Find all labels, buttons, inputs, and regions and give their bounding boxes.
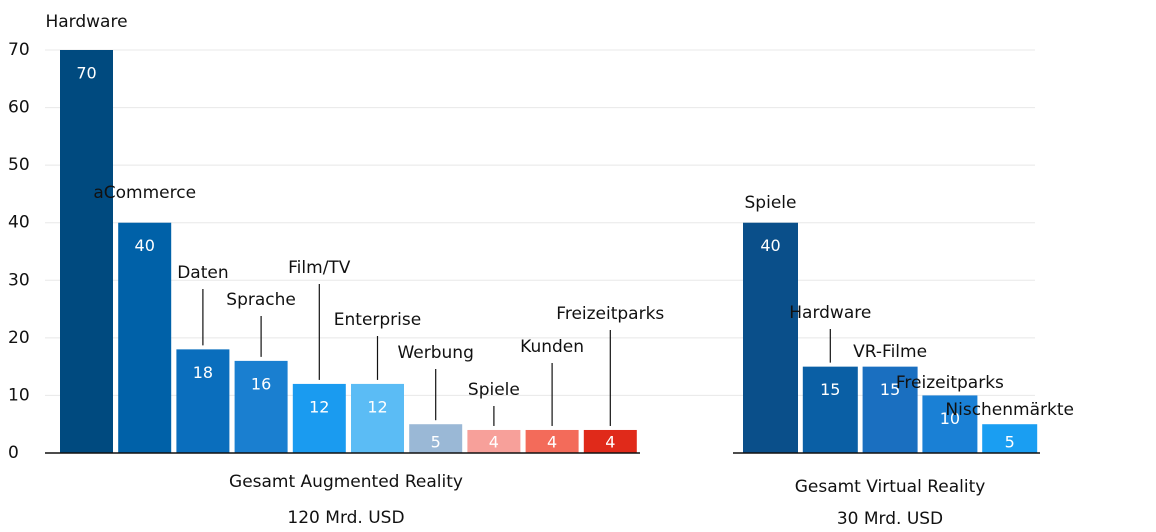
category-label: Hardware [45, 12, 127, 32]
bar [583, 429, 637, 453]
value-label: 15 [820, 380, 840, 399]
value-label: 12 [367, 397, 387, 416]
category-label: Spiele [745, 193, 797, 213]
y-tick-label: 0 [8, 443, 19, 463]
y-tick-label: 60 [8, 98, 30, 118]
value-label: 5 [431, 433, 441, 452]
category-label: Nischenmärkte [945, 400, 1074, 420]
bar [922, 395, 978, 453]
bar [743, 222, 798, 453]
bar [862, 366, 918, 453]
value-label: 4 [605, 433, 615, 452]
value-label: 4 [489, 433, 499, 452]
value-label: 40 [760, 236, 780, 255]
category-label: Sprache [226, 290, 296, 310]
value-label: 5 [1005, 433, 1015, 452]
bar [118, 222, 172, 453]
y-tick-label: 10 [8, 385, 30, 405]
bar [292, 383, 346, 453]
category-label: Werbung [397, 343, 473, 363]
group-total: 120 Mrd. USD [287, 508, 404, 528]
group-label: Gesamt Virtual Reality [795, 477, 986, 497]
category-label: Kunden [520, 337, 584, 357]
value-label: 16 [251, 374, 271, 393]
category-label: Spiele [468, 380, 520, 400]
bar [234, 360, 288, 453]
bar [802, 366, 858, 453]
group-total: 30 Mrd. USD [837, 509, 943, 529]
category-label: VR-Filme [853, 342, 927, 362]
bar [525, 429, 579, 453]
y-tick-label: 50 [8, 155, 30, 175]
category-label: Enterprise [334, 310, 421, 330]
bar [60, 50, 113, 453]
value-label: 12 [309, 397, 329, 416]
bar [351, 383, 404, 453]
bar [176, 349, 230, 453]
value-label: 4 [547, 433, 557, 452]
bar [467, 429, 521, 453]
category-label: Hardware [789, 303, 871, 323]
y-tick-label: 40 [8, 213, 30, 233]
value-label: 15 [880, 380, 900, 399]
category-label: Freizeitparks [896, 373, 1004, 393]
category-label: aCommerce [93, 183, 196, 203]
value-label: 18 [193, 363, 213, 382]
value-label: 40 [135, 236, 155, 255]
y-tick-label: 70 [8, 40, 30, 60]
value-label: 10 [940, 409, 960, 428]
bar [409, 424, 463, 453]
category-label: Daten [177, 263, 228, 283]
category-label: Film/TV [288, 258, 351, 278]
value-label: 70 [76, 64, 96, 83]
bar [982, 424, 1038, 453]
y-tick-label: 20 [8, 328, 30, 348]
category-label: Freizeitparks [556, 304, 664, 324]
y-tick-label: 30 [8, 270, 30, 290]
group-label: Gesamt Augmented Reality [229, 472, 463, 492]
